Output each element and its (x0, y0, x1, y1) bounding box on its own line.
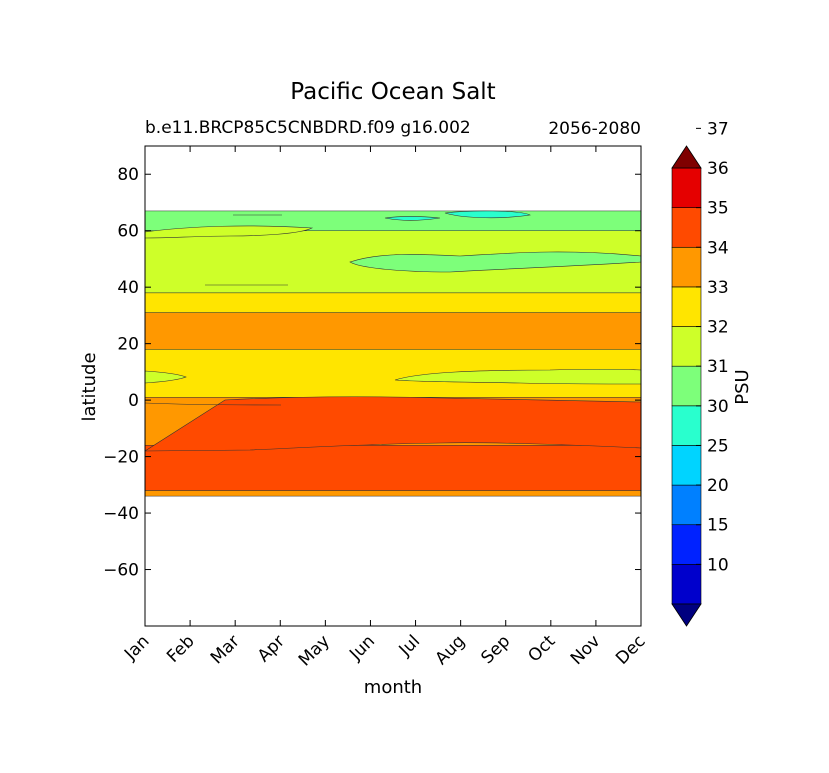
y-tick-label: 60 (117, 222, 139, 242)
colorbar-segment (671, 286, 702, 327)
y-axis: 80 60 40 20 0 −20 −40 −60 (103, 165, 641, 581)
colorbar-tick-label: 32 (707, 318, 729, 338)
y-tick-label: 80 (117, 165, 139, 185)
colorbar-segment (671, 246, 702, 288)
chart-title: Pacific Ocean Salt (290, 79, 495, 105)
colorbar-segment (671, 405, 702, 446)
x-tick-label: Jul (395, 631, 424, 660)
x-tick-label: Mar (207, 631, 244, 668)
colorbar-tick-label: 36 (707, 159, 729, 179)
colorbar-tick-label: 25 (707, 436, 729, 456)
contour-details (145, 210, 641, 452)
colorbar-extend-min (671, 603, 702, 627)
y-tick-label: 20 (117, 335, 139, 355)
contour-band-1 (145, 445, 641, 491)
y-tick-label: −60 (103, 561, 139, 581)
x-tick-label: Nov (567, 631, 605, 669)
x-tick-label: Dec (612, 631, 649, 668)
x-tick-label: Feb (163, 631, 198, 666)
colorbar-segment (671, 326, 702, 367)
contour-line-equator (145, 402, 282, 406)
colorbar-tick-label: 10 (707, 555, 729, 575)
contour-band-0 (145, 490, 641, 497)
y-tick-label: 0 (128, 391, 139, 411)
x-tick-label: Oct (524, 631, 559, 666)
colorbar-tick-label: 35 (707, 199, 729, 219)
x-axis-label: month (364, 677, 422, 698)
colorbar-tick-label: 15 (707, 516, 729, 536)
colorbar-extend-max (671, 145, 702, 169)
colorbar-segment (671, 484, 702, 526)
colorbar-segment (671, 524, 702, 565)
contour-patch-equator-left (145, 370, 187, 384)
colorbar-tick-label: 37 (707, 119, 729, 139)
colorbar-segment (671, 207, 702, 248)
contour-patch-high-lat-right (349, 251, 641, 273)
colorbar-tick-label: 30 (707, 397, 729, 417)
colorbar-segment (671, 167, 702, 208)
colorbar-segment (671, 564, 702, 605)
x-tick-label: Apr (254, 631, 289, 666)
colorbar-tick-label: 31 (707, 357, 729, 377)
colorbar: 10 15 20 25 30 31 32 33 34 35 36 37 (671, 119, 729, 627)
colorbar-segment (671, 365, 702, 407)
colorbar-tick-label: 33 (707, 278, 729, 298)
x-tick-label: Jun (345, 631, 379, 665)
colorbar-tick-label: 20 (707, 476, 729, 496)
y-tick-label: −40 (103, 504, 139, 524)
x-tick-label: Jan (120, 631, 153, 664)
colorbar-tick-label: 34 (707, 238, 729, 258)
chart-subtitle-left: b.e11.BRCP85C5CNBDRD.f09 g16.002 (145, 118, 471, 138)
y-axis-label: latitude (79, 352, 100, 421)
contour-patch-south-tropics (145, 396, 641, 452)
contour-band-4 (145, 312, 641, 350)
colorbar-label: PSU (732, 369, 753, 404)
contour-patch-high-lat-left (145, 225, 314, 239)
chart-subtitle-right: 2056-2080 (548, 119, 641, 139)
x-tick-label: Sep (477, 631, 514, 668)
contour-patch-north-edge (444, 210, 531, 219)
y-tick-label: −20 (103, 448, 139, 468)
y-tick-label: 40 (117, 278, 139, 298)
colorbar-segment (671, 445, 702, 486)
x-tick-label: May (295, 631, 334, 670)
contour-patch-north-edge-small (384, 216, 441, 221)
contour-patch-equator-right (394, 368, 641, 385)
x-tick-label: Aug (432, 631, 470, 669)
contour-band-5 (145, 292, 641, 313)
plot-frame (144, 145, 642, 627)
